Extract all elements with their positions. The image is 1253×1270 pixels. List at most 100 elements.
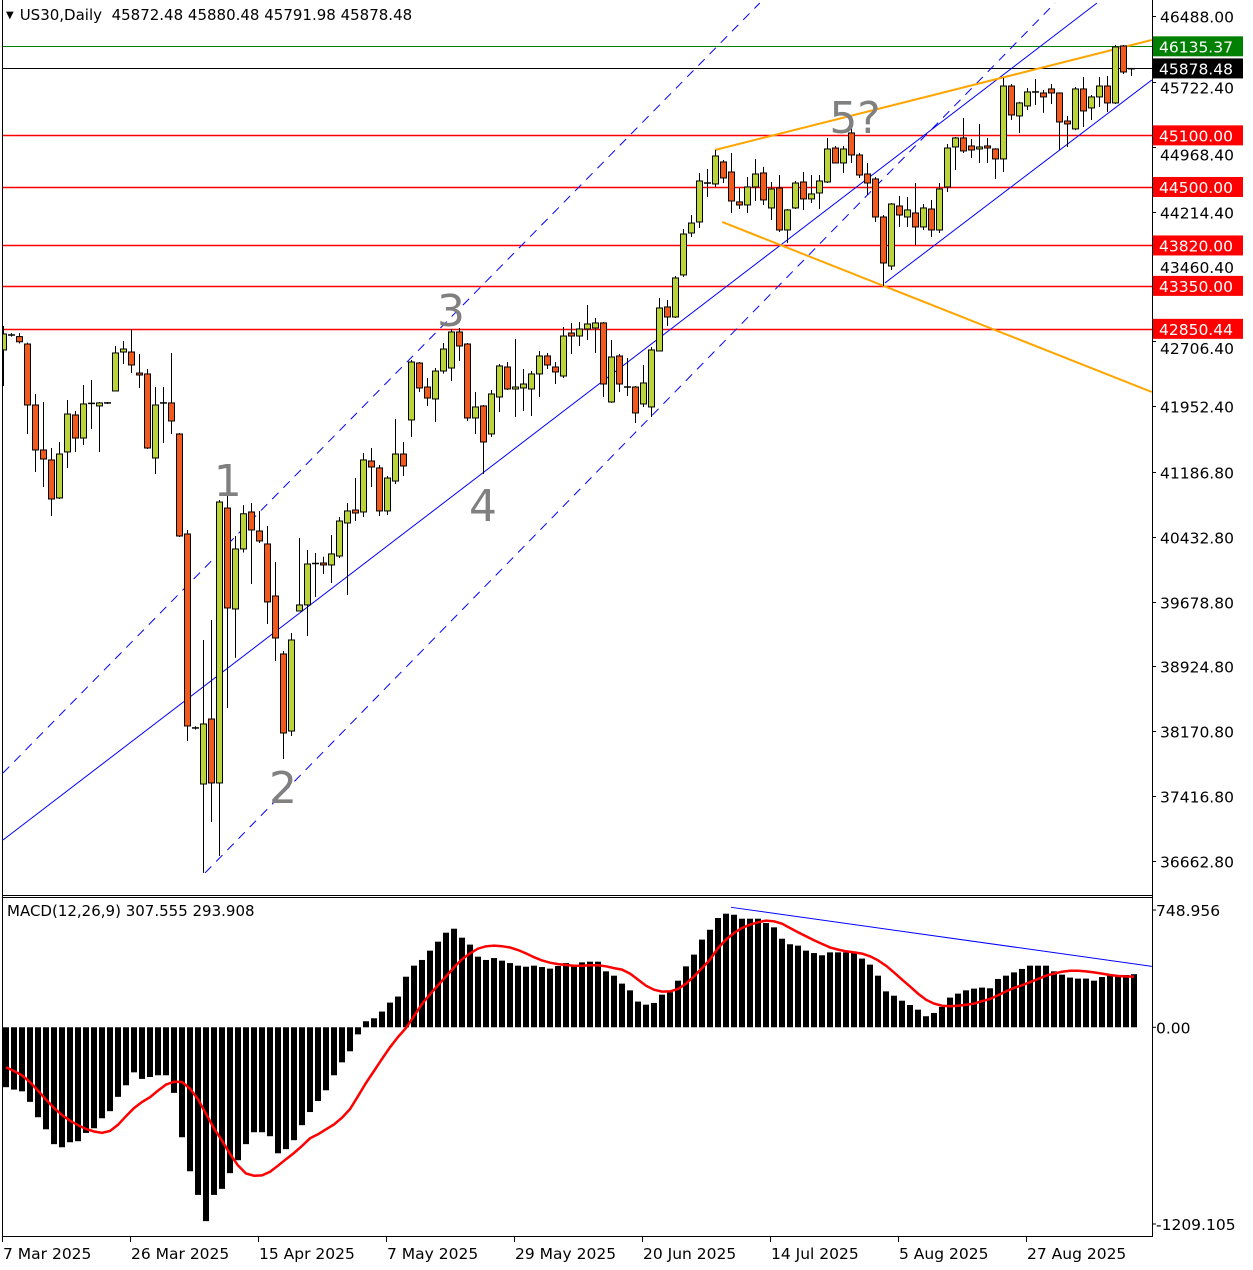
macd-histogram-bar	[363, 1021, 369, 1028]
candle-bull	[952, 137, 959, 148]
date-tick-label: 26 Mar 2025	[131, 1245, 229, 1263]
candle-bull	[888, 203, 895, 267]
candle-bull	[1112, 46, 1119, 104]
candle-bull	[584, 323, 591, 330]
macd-histogram-bar	[539, 967, 545, 1028]
macd-histogram-bar	[467, 944, 473, 1028]
macd-histogram-bar	[531, 965, 537, 1028]
macd-histogram-bar	[683, 966, 689, 1028]
candle-bear	[248, 511, 255, 531]
wedge-line[interactable]	[721, 221, 1152, 393]
wave-label: 3	[437, 286, 465, 337]
macd-histogram-bar	[11, 1027, 17, 1090]
macd-histogram-bar	[779, 938, 785, 1028]
macd-histogram-bar	[595, 961, 601, 1028]
price-axis[interactable]: 46488.00 45722.40 44968.40 44214.40 43460.40…	[1152, 9, 1234, 872]
macd-histogram-bar	[75, 1027, 81, 1142]
candle-bull	[976, 146, 983, 150]
candle-bear	[400, 453, 407, 467]
candle-bear	[208, 718, 215, 784]
candle-bear	[1064, 120, 1071, 125]
candle-bull	[696, 180, 703, 223]
candle-bear	[800, 181, 807, 200]
price-level-badge	[1153, 318, 1243, 339]
macd-signal-value: 293.908	[192, 902, 255, 920]
candle-bear	[16, 336, 23, 343]
candle-bear	[256, 530, 263, 542]
macd-histogram-bar	[659, 994, 665, 1028]
macd-header: MACD(12,26,9) 307.555 293.908	[7, 902, 255, 920]
macd-histogram-bar	[283, 1027, 289, 1150]
macd-histogram-bar	[211, 1027, 217, 1195]
candle-bull	[920, 207, 927, 228]
macd-plot-area[interactable]	[3, 906, 1152, 1222]
time-axis[interactable]: 7 Mar 2025 26 Mar 2025 15 Apr 2025 7 May 20…	[2, 1237, 1127, 1263]
candle-bull	[344, 510, 351, 524]
macd-histogram-bar	[203, 1027, 209, 1222]
macd-histogram-bar	[1067, 977, 1073, 1028]
macd-histogram-bar	[891, 995, 897, 1028]
candle-bull	[1072, 88, 1079, 130]
candle-bear	[600, 322, 607, 385]
macd-histogram-bar	[155, 1027, 161, 1076]
candle-bull	[432, 370, 439, 400]
macd-histogram-bar	[475, 956, 481, 1028]
candle-bull	[408, 361, 415, 421]
macd-histogram-bar	[443, 932, 449, 1028]
price-plot-area[interactable]: 1 2 3 4 5?	[1, 2, 1153, 874]
macd-histogram-bar	[819, 955, 825, 1028]
macd-histogram-bar	[115, 1027, 121, 1097]
macd-histogram-bar	[99, 1027, 105, 1119]
macd-histogram-bar	[691, 954, 697, 1028]
macd-histogram-bar	[483, 959, 489, 1028]
candle-bull	[824, 148, 831, 183]
macd-histogram-bar	[411, 965, 417, 1028]
date-tick-label: 7 Mar 2025	[3, 1245, 91, 1263]
macd-histogram-bar	[939, 1006, 945, 1028]
channel-line[interactable]	[884, 79, 1152, 284]
macd-histogram-bar	[643, 1004, 649, 1028]
macd-histogram-bar	[395, 996, 401, 1028]
candle-bear	[24, 343, 31, 406]
candle-bear	[1048, 88, 1055, 94]
macd-histogram-bar	[675, 980, 681, 1028]
macd-histogram-bar	[923, 1016, 929, 1028]
macd-histogram-bar	[379, 1011, 385, 1028]
macd-histogram-bar	[147, 1027, 153, 1077]
macd-histogram-bar	[459, 937, 465, 1028]
candle-bull	[200, 723, 207, 785]
candle-bear	[1008, 85, 1015, 116]
dropdown-triangle-icon[interactable]: ▼	[6, 10, 14, 21]
macd-histogram-bar	[883, 991, 889, 1028]
candle-bull	[216, 501, 223, 784]
channel-line[interactable]	[2, 2, 761, 774]
macd-trendline[interactable]	[730, 906, 1152, 967]
candle-bear	[736, 201, 743, 206]
macd-histogram-bar	[523, 966, 529, 1028]
macd-histogram-bar	[667, 992, 673, 1028]
wedge-line[interactable]	[714, 39, 1152, 151]
macd-histogram-bar	[571, 964, 577, 1028]
candle-bear	[856, 154, 863, 176]
macd-histogram-bar	[1051, 971, 1057, 1028]
macd-histogram-bar	[651, 1002, 657, 1028]
macd-histogram-bar	[619, 983, 625, 1028]
candle-bull	[336, 520, 343, 557]
macd-histogram-bar	[1019, 968, 1025, 1028]
candle-bear	[416, 362, 423, 389]
macd-histogram-bar	[43, 1027, 49, 1130]
macd-histogram-bar	[955, 993, 961, 1028]
candle-bull	[816, 180, 823, 194]
channel-line[interactable]	[204, 2, 1056, 874]
candle-bull	[792, 182, 799, 209]
macd-histogram-bar	[723, 913, 729, 1028]
price-tick-label: 44214.40	[1160, 205, 1234, 223]
price-level-badge	[1153, 176, 1243, 197]
candle-bear	[224, 507, 231, 609]
price-tick-label: 44968.40	[1160, 146, 1234, 164]
candle-bear	[552, 366, 559, 373]
candle-bear	[872, 178, 879, 218]
price-level-badges: 46135.37 45878.48 45100.00 44500.00 43820.00…	[1153, 36, 1243, 339]
macd-histogram-bar	[795, 945, 801, 1028]
